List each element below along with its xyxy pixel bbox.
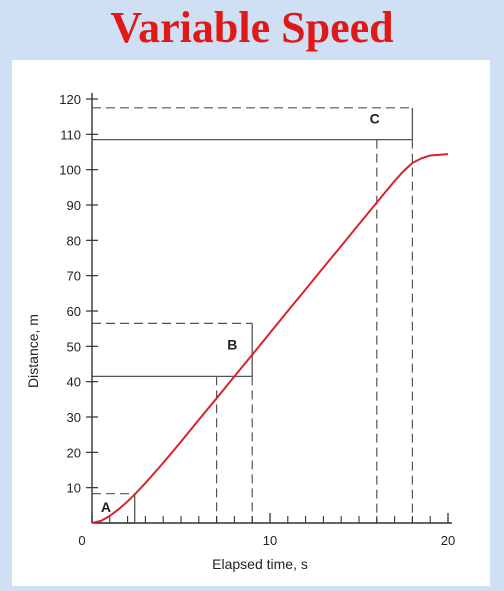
y-tick-label: 20 — [67, 445, 81, 460]
y-tick-label: 80 — [67, 233, 81, 248]
region-label-C: C — [370, 110, 380, 126]
y-tick-label: 30 — [67, 410, 81, 425]
y-tick-label: 60 — [67, 304, 81, 319]
y-axis-label: Distance, m — [25, 314, 41, 388]
region-label-A: A — [101, 499, 111, 515]
y-tick-label: 90 — [67, 198, 81, 213]
y-tick-label: 120 — [59, 92, 81, 107]
axes — [91, 93, 452, 524]
distance-curve — [91, 153, 449, 524]
ticks: 10 20 30 40 50 60 70 80 90 100 110 120 0 10 20 — [59, 92, 455, 548]
chart-panel: 10 20 30 40 50 60 70 80 90 100 110 120 0 10 20 A B C Ela… — [12, 60, 490, 586]
y-tick-label: 110 — [60, 127, 81, 142]
x-tick-label: 10 — [263, 533, 277, 548]
guide-lines — [92, 107, 414, 524]
distance-time-chart: 10 20 30 40 50 60 70 80 90 100 110 120 0 10 20 A B C Ela… — [25, 92, 455, 572]
region-label-B: B — [227, 337, 237, 353]
y-tick-label: 10 — [67, 481, 81, 496]
y-tick-label: 50 — [67, 339, 81, 354]
x-axis-label: Elapsed time, s — [212, 556, 308, 572]
y-tick-label: 70 — [67, 269, 81, 284]
labels: A B C — [101, 110, 380, 515]
y-tick-label: 100 — [59, 163, 81, 178]
y-tick-label: 40 — [67, 375, 81, 390]
x-tick-label: 20 — [441, 533, 455, 548]
x-tick-label: 0 — [78, 533, 85, 548]
page-title: Variable Speed — [110, 3, 394, 52]
